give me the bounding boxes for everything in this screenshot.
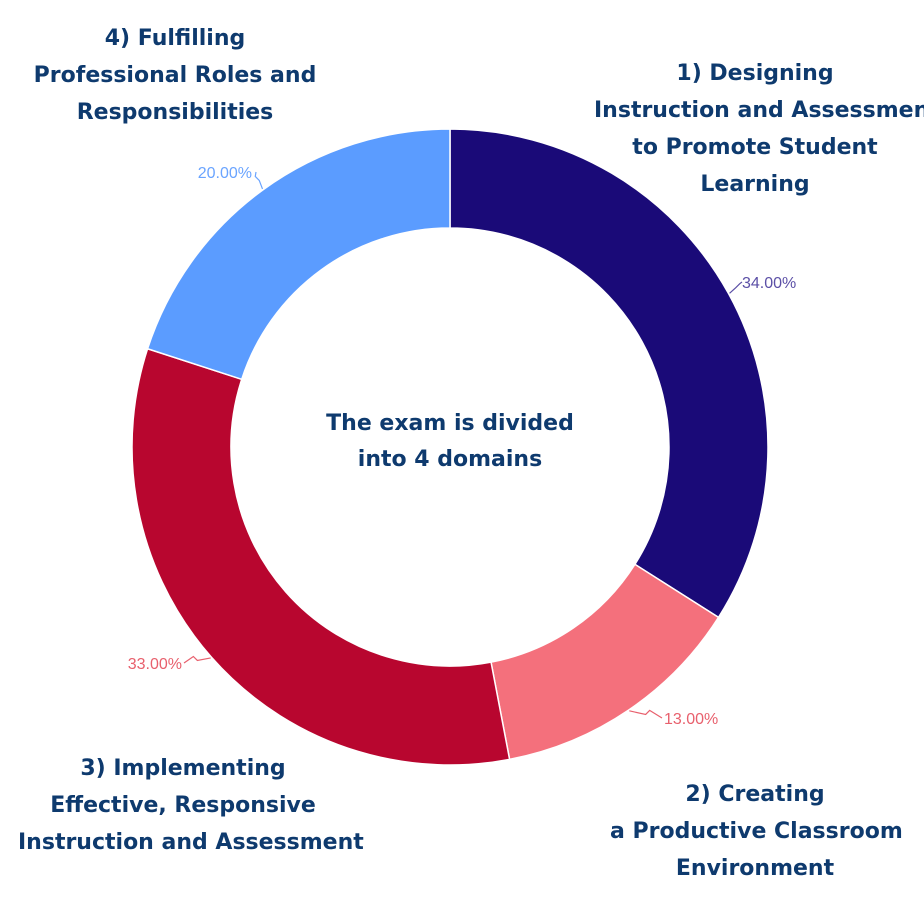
value-label-4: 20.00% [198, 165, 252, 182]
domain-1-label-line: 1) Designing [676, 61, 834, 86]
domain-1-label-line: Learning [700, 172, 810, 197]
donut-slice-1 [449, 128, 769, 619]
donut-slice-3 [131, 347, 511, 766]
domain-2-label-line: Environment [675, 856, 835, 881]
donut-slice-4 [146, 128, 451, 381]
domain-1-label: 1) Designing Instruction and Assessment … [594, 55, 924, 203]
value-label-1: 34.00% [742, 275, 796, 292]
domain-4-label-line: 4) Fulfilling [104, 26, 246, 51]
domain-3-label-line: Instruction and Assessment [18, 830, 364, 855]
center-caption-line-1: The exam is divided [326, 411, 574, 436]
domain-2-label-line: 2) Creating [685, 782, 825, 807]
leader-line-2 [629, 709, 663, 719]
domain-3-label-line: 3) Implementing [80, 756, 286, 781]
domain-3-label: 3) Implementing Effective, Responsive In… [18, 750, 364, 861]
domain-4-label-line: Professional Roles and [33, 63, 317, 88]
center-caption-line-2: into 4 domains [357, 447, 543, 472]
leader-line-4 [254, 171, 264, 190]
domain-2-label-line: a Productive Classroom [610, 819, 903, 844]
domain-1-label-line: Instruction and Assessment [594, 98, 924, 123]
center-caption: The exam is divided into 4 domains [300, 406, 600, 478]
domain-3-label-line: Effective, Responsive [50, 793, 316, 818]
domain-4-label-line: Responsibilities [76, 100, 274, 125]
value-label-3: 33.00% [128, 656, 182, 673]
domain-2-label: 2) Creating a Productive Classroom Envir… [610, 776, 903, 887]
domain-1-label-line: to Promote Student [632, 135, 878, 160]
domain-4-label: 4) Fulfilling Professional Roles and Res… [30, 20, 320, 131]
leader-line-3 [183, 655, 211, 664]
leader-line-1 [729, 281, 743, 294]
value-label-2: 13.00% [664, 711, 718, 728]
